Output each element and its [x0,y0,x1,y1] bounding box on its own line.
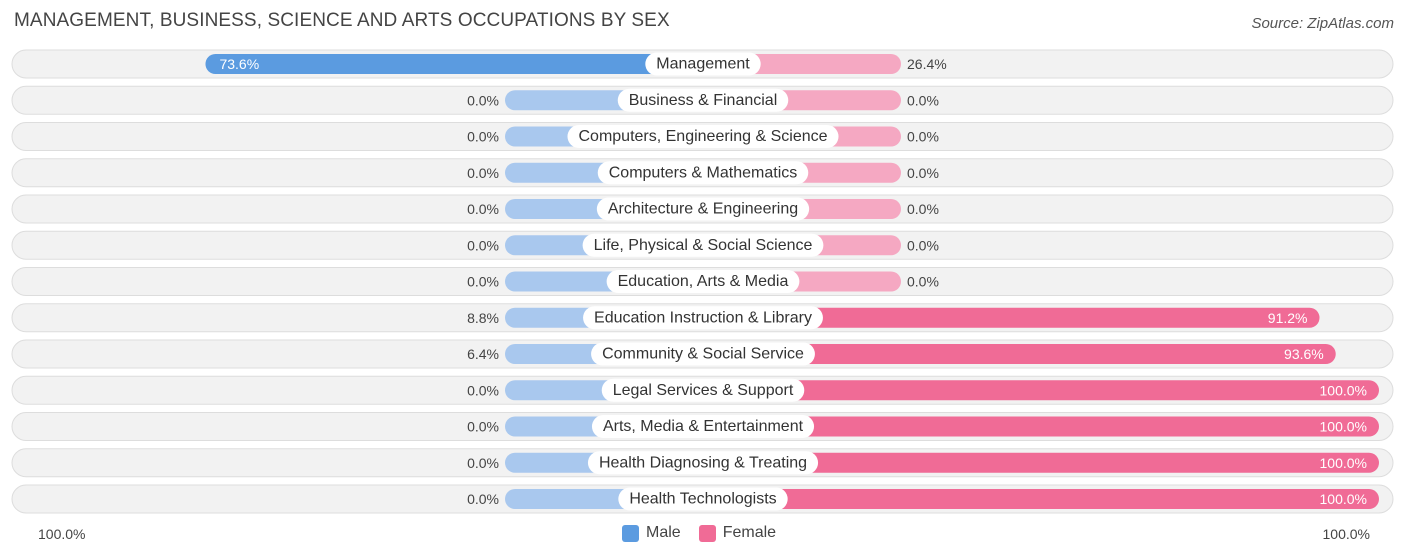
category-pill-legal-services-support [601,378,805,402]
bar-female-health-technologists [703,489,1379,509]
category-label-health-diagnosing-treating: Health Diagnosing & Treating [599,454,807,471]
category-label-education-arts-media: Education, Arts & Media [618,273,789,290]
value-label-female-life-physical-social-science: 0.0% [907,237,939,253]
value-label-female-business-financial: 0.0% [907,92,939,108]
bar-female-education-instruction-library [703,307,1320,328]
category-pill-education-instruction-library [583,306,823,330]
legend: Male Female [622,524,794,542]
legend-item-female: Female [698,524,777,542]
source-note: Source: ZipAtlas.com [1251,15,1394,32]
value-label-male-legal-services-support: 0.0% [467,382,499,398]
category-pill-computers-engineering-science [567,125,839,148]
value-label-female-arts-media-entertainment: 100.0% [1320,419,1367,435]
value-label-female-management: 26.4% [907,56,947,72]
category-pill-business-financial [617,88,789,112]
value-label-male-education-instruction-library: 8.8% [467,310,499,326]
value-label-male-arts-media-entertainment: 0.0% [467,419,499,435]
bar-female-arts-media-entertainment [703,416,1379,437]
category-pill-management [645,52,761,76]
value-label-female-architecture-engineering: 0.0% [907,201,939,217]
category-pill-community-social-service [591,342,815,366]
bar-female-health-diagnosing-treating [703,452,1379,473]
value-label-female-legal-services-support: 100.0% [1320,382,1367,398]
bar-female-legal-services-support [703,380,1379,401]
value-label-male-computers-engineering-science: 0.0% [467,129,499,145]
category-pill-life-physical-social-science [582,233,824,257]
legend-swatch-male [622,524,639,542]
axis-right-label: 100.0% [1322,526,1370,542]
category-label-management: Management [656,56,750,73]
category-label-community-social-service: Community & Social Service [602,346,804,363]
value-label-male-education-arts-media: 0.0% [467,274,499,290]
category-pill-arts-media-entertainment [591,415,815,438]
category-label-arts-media-entertainment: Arts, Media & Entertainment [603,418,804,435]
value-label-male-health-diagnosing-treating: 0.0% [467,455,499,471]
category-label-computers-mathematics: Computers & Mathematics [609,164,798,181]
value-label-male-architecture-engineering: 0.0% [467,201,499,217]
legend-swatch-female [698,524,716,542]
category-label-health-technologists: Health Technologists [629,491,776,508]
category-pill-education-arts-media [606,270,800,293]
axis-left-label: 100.0% [38,526,86,542]
value-label-female-health-technologists: 100.0% [1320,491,1367,507]
category-pill-computers-mathematics [597,161,809,185]
legend-label-male: Male [646,524,681,541]
category-label-legal-services-support: Legal Services & Support [613,382,794,399]
value-label-male-life-physical-social-science: 0.0% [467,237,499,253]
value-label-male-community-social-service: 6.4% [467,346,499,362]
legend-label-female: Female [722,524,777,541]
diverging-bar-chart: 73.6% 26.4% Management 0.0% 0.0% Business & F… [11,49,1394,514]
legend-item-male: Male [622,524,681,542]
category-pill-health-technologists [618,487,788,511]
value-label-female-education-instruction-library: 91.2% [1268,310,1308,326]
category-label-architecture-engineering: Architecture & Engineering [608,201,798,218]
category-label-education-instruction-library: Education Instruction & Library [594,309,812,326]
chart-title: MANAGEMENT, BUSINESS, SCIENCE AND ARTS O… [14,10,670,31]
value-label-female-education-arts-media: 0.0% [907,274,939,290]
category-label-life-physical-social-science: Life, Physical & Social Science [594,237,813,254]
value-label-male-management: 73.6% [219,56,259,72]
category-pill-health-diagnosing-treating [587,451,819,475]
value-label-male-business-financial: 0.0% [467,92,499,108]
value-label-male-computers-mathematics: 0.0% [467,165,499,181]
category-pill-architecture-engineering [596,197,810,221]
category-label-computers-engineering-science: Computers, Engineering & Science [578,128,827,145]
value-label-male-health-technologists: 0.0% [467,491,499,507]
value-label-female-computers-mathematics: 0.0% [907,165,939,181]
category-label-business-financial: Business & Financial [629,92,778,109]
bar-female-community-social-service [703,344,1336,364]
value-label-female-community-social-service: 93.6% [1284,346,1324,362]
value-label-female-computers-engineering-science: 0.0% [907,129,939,145]
value-label-female-health-diagnosing-treating: 100.0% [1320,455,1367,471]
bar-male-management [205,54,704,74]
